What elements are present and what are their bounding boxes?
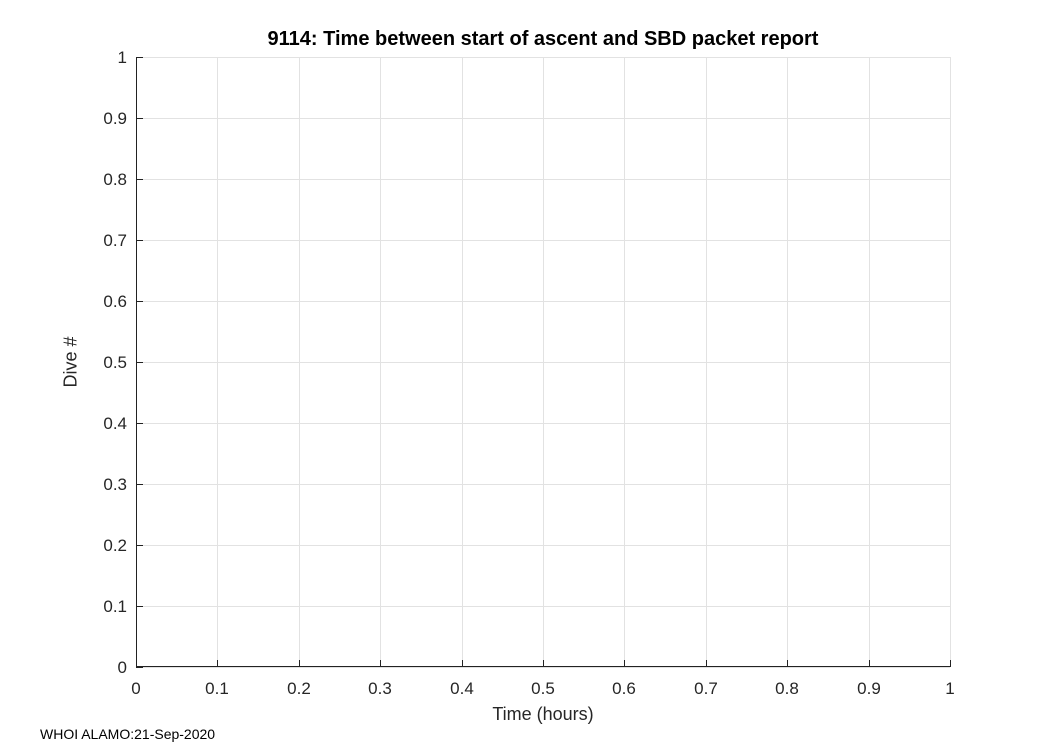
plot-area (136, 57, 951, 668)
y-tick-label: 1 (117, 48, 127, 67)
y-gridline (136, 118, 950, 119)
y-gridline (136, 240, 950, 241)
y-gridline (136, 179, 950, 180)
x-tick-label: 0.7 (694, 679, 718, 698)
x-tick-mark (380, 660, 381, 667)
y-gridline (136, 545, 950, 546)
x-axis-label: Time (hours) (492, 704, 594, 724)
x-tick-label: 0.2 (287, 679, 311, 698)
y-tick-mark (136, 179, 143, 180)
x-tick-mark (217, 660, 218, 667)
y-gridline (136, 301, 950, 302)
x-tick-mark (787, 660, 788, 667)
x-tick-mark (543, 660, 544, 667)
x-tick-mark (136, 660, 137, 667)
y-tick-label: 0.3 (103, 475, 127, 494)
x-tick-label: 0 (131, 679, 141, 698)
y-tick-label: 0 (117, 658, 127, 677)
y-tick-label: 0.6 (103, 292, 127, 311)
x-tick-label: 0.1 (205, 679, 229, 698)
x-tick-label: 0.4 (450, 679, 474, 698)
y-tick-label: 0.7 (103, 231, 127, 250)
y-gridline (136, 667, 950, 668)
y-gridline (136, 57, 950, 58)
x-tick-label: 0.5 (531, 679, 555, 698)
x-tick-mark (950, 660, 951, 667)
x-tick-label: 0.6 (612, 679, 636, 698)
y-gridline (136, 423, 950, 424)
x-tick-label: 1 (945, 679, 955, 698)
y-gridline (136, 362, 950, 363)
y-tick-mark (136, 240, 143, 241)
y-gridline (136, 484, 950, 485)
y-tick-mark (136, 423, 143, 424)
chart-title: 9114: Time between start of ascent and S… (267, 28, 819, 50)
y-gridline (136, 606, 950, 607)
y-tick-mark (136, 118, 143, 119)
x-gridline (950, 57, 951, 667)
figure-footer-text: WHOI ALAMO:21-Sep-2020 (40, 726, 216, 742)
y-tick-label: 0.4 (103, 414, 127, 433)
y-axis-label: Dive # (60, 336, 81, 388)
y-tick-label: 0.8 (103, 170, 127, 189)
x-tick-label: 0.9 (857, 679, 881, 698)
x-tick-mark (624, 660, 625, 667)
x-tick-label: 0.8 (775, 679, 799, 698)
y-tick-mark (136, 57, 143, 58)
y-tick-label: 0.9 (103, 109, 127, 128)
y-tick-mark (136, 545, 143, 546)
y-tick-mark (136, 484, 143, 485)
y-tick-label: 0.5 (103, 353, 127, 372)
y-tick-mark (136, 362, 143, 363)
x-tick-label: 0.3 (368, 679, 392, 698)
y-tick-mark (136, 301, 143, 302)
y-tick-label: 0.2 (103, 536, 127, 555)
x-tick-mark (462, 660, 463, 667)
y-tick-label: 0.1 (103, 597, 127, 616)
y-tick-mark (136, 667, 143, 668)
y-tick-mark (136, 606, 143, 607)
x-tick-mark (299, 660, 300, 667)
x-tick-mark (706, 660, 707, 667)
x-tick-mark (869, 660, 870, 667)
